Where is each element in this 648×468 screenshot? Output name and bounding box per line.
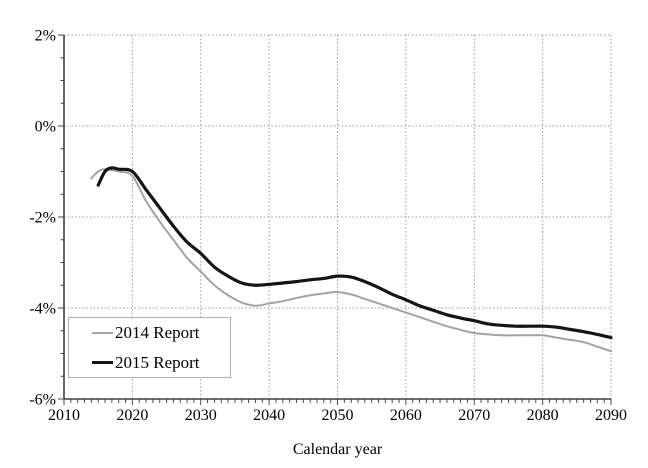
legend-label-2014: 2014 Report	[115, 323, 200, 342]
x-tick-label: 2080	[527, 407, 559, 424]
legend-item-2015-report: 2015 Report	[92, 350, 230, 375]
x-tick-label: 2060	[390, 407, 422, 424]
x-tick-label: 2020	[116, 407, 148, 424]
legend-line-swatch-2015	[92, 360, 113, 365]
series-line-2014-report	[90, 168, 612, 353]
x-tick-label: 2010	[48, 407, 80, 424]
x-tick-label: 2040	[253, 407, 285, 424]
legend: 2014 Report 2015 Report	[68, 317, 231, 378]
x-axis-title: Calendar year	[292, 441, 383, 458]
legend-line-swatch-2014	[92, 331, 113, 334]
series-line-2015-report	[96, 166, 613, 340]
y-tick-label: 2%	[35, 28, 56, 45]
x-tick-label: 2070	[458, 407, 490, 424]
x-tick-label: 2030	[185, 407, 217, 424]
legend-item-2014-report: 2014 Report	[92, 320, 230, 345]
y-tick-label: 0%	[35, 119, 56, 136]
y-tick-label: -4%	[29, 301, 56, 318]
x-tick-label: 2090	[595, 407, 627, 424]
legend-label-2015: 2015 Report	[115, 353, 200, 372]
y-tick-label: -6%	[29, 392, 56, 409]
x-tick-label: 2050	[322, 407, 354, 424]
y-tick-label: -2%	[29, 210, 56, 227]
